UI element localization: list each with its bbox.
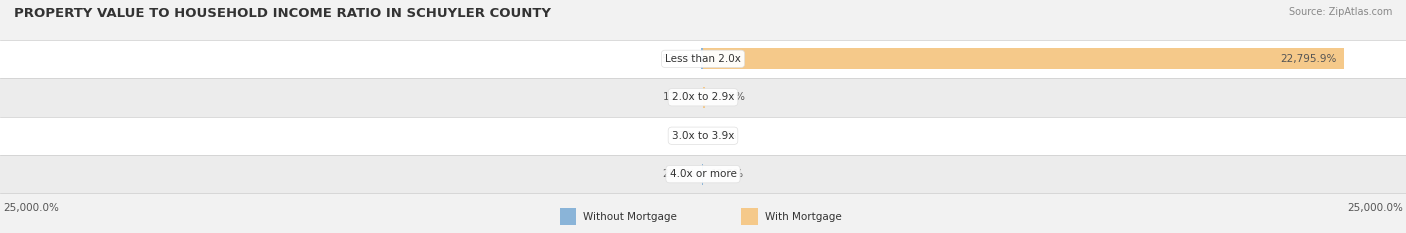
Text: 12.5%: 12.5% <box>710 169 744 179</box>
Text: 7.7%: 7.7% <box>669 131 696 141</box>
Text: 7.9%: 7.9% <box>710 131 737 141</box>
Text: 25,000.0%: 25,000.0% <box>3 203 59 213</box>
Text: 72.0%: 72.0% <box>711 92 745 102</box>
Text: 4.0x or more: 4.0x or more <box>669 169 737 179</box>
Text: With Mortgage: With Mortgage <box>765 212 842 222</box>
Text: 25,000.0%: 25,000.0% <box>1347 203 1403 213</box>
Text: Less than 2.0x: Less than 2.0x <box>665 54 741 64</box>
Text: 25.1%: 25.1% <box>662 169 695 179</box>
Text: 22,795.9%: 22,795.9% <box>1281 54 1337 64</box>
Text: Source: ZipAtlas.com: Source: ZipAtlas.com <box>1288 7 1392 17</box>
Text: 2.0x to 2.9x: 2.0x to 2.9x <box>672 92 734 102</box>
Text: 53.8%: 53.8% <box>661 54 695 64</box>
Text: 13.0%: 13.0% <box>662 92 696 102</box>
Text: Without Mortgage: Without Mortgage <box>583 212 678 222</box>
Text: PROPERTY VALUE TO HOUSEHOLD INCOME RATIO IN SCHUYLER COUNTY: PROPERTY VALUE TO HOUSEHOLD INCOME RATIO… <box>14 7 551 20</box>
Text: 3.0x to 3.9x: 3.0x to 3.9x <box>672 131 734 141</box>
